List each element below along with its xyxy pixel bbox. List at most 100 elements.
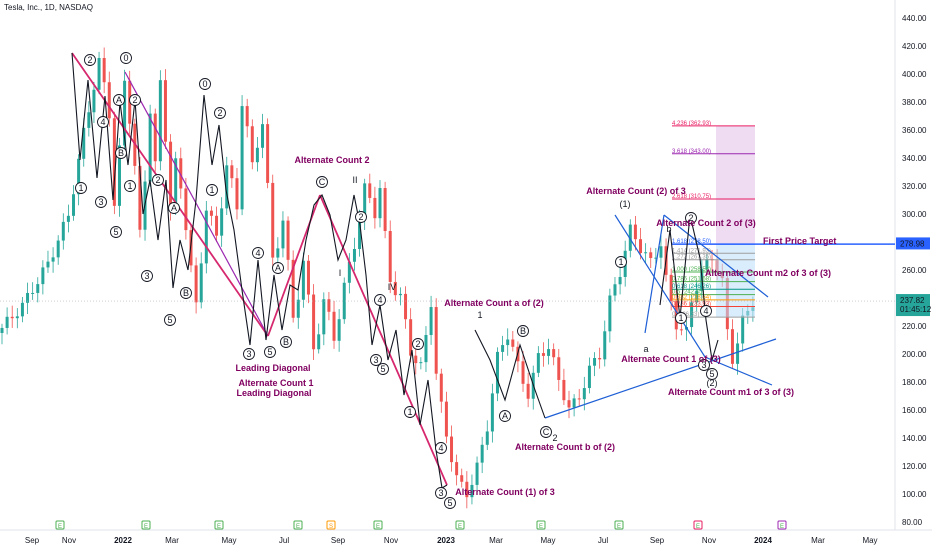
event-marker <box>693 520 703 530</box>
wave-annotation: Alternate Count a of (2) <box>444 298 544 308</box>
candle-body <box>332 311 336 341</box>
wave-label-circle <box>152 174 164 186</box>
candle-body <box>266 124 270 183</box>
candle-body <box>480 444 484 463</box>
wave-label-circle <box>110 226 122 238</box>
candle-body <box>276 248 280 258</box>
wave-label-circle <box>243 348 255 360</box>
wave-label-circle <box>113 94 125 106</box>
candle-body <box>250 126 254 163</box>
candle-body <box>378 188 382 219</box>
candle-body <box>414 355 418 364</box>
candle-body <box>511 339 515 347</box>
wave-label-circle <box>499 410 511 422</box>
event-marker <box>373 520 383 530</box>
candle-body <box>153 113 157 162</box>
event-marker <box>536 520 546 530</box>
candle-body <box>450 436 454 463</box>
wave-annotation: Leading Diagonal <box>236 388 311 398</box>
candle-body <box>194 265 198 303</box>
trendline-4 <box>319 194 448 486</box>
wave-label: 3 <box>438 488 443 498</box>
candle-body <box>654 257 658 259</box>
time-tick-label: Jul <box>279 536 289 545</box>
time-tick-label: Mar <box>165 536 179 545</box>
candle-body <box>434 307 438 374</box>
candle-body <box>312 294 316 350</box>
candle-body <box>0 327 4 333</box>
wave-label-circle <box>206 184 218 196</box>
wave-label: 1 <box>618 257 623 267</box>
candle-body <box>649 252 653 259</box>
candle-body <box>679 329 683 331</box>
trendline-2 <box>124 71 269 337</box>
candle-body <box>5 316 9 328</box>
candle-body <box>404 293 408 320</box>
price-tick-label: 180.00 <box>902 378 927 387</box>
wave-label-circle <box>615 256 627 268</box>
channel-c <box>663 214 769 298</box>
wave-label-circle <box>706 368 718 380</box>
candle-body <box>552 349 556 358</box>
candle-body <box>306 260 310 295</box>
candle-body <box>271 182 275 258</box>
wave-label: 5 <box>167 315 172 325</box>
wave-label: A <box>275 263 281 273</box>
time-tick-label: 2022 <box>114 536 132 545</box>
candle-body <box>337 319 341 341</box>
candle-body <box>506 339 510 346</box>
wave-path-1 <box>71 52 448 489</box>
candle-body <box>618 276 622 285</box>
wave-label: 2 <box>415 339 420 349</box>
wave-annotation: Alternate Count 1 <box>238 378 313 388</box>
candle-body <box>659 246 663 258</box>
wave-label-circle <box>444 497 456 509</box>
fib-level-label: 1.272 (267.35) <box>672 255 711 261</box>
candle-body <box>501 345 505 352</box>
wave-label: 5 <box>113 227 118 237</box>
wave-label: 3 <box>98 197 103 207</box>
candle-body <box>490 393 494 432</box>
candle-body <box>460 475 464 482</box>
price-tick-label: 80.00 <box>902 518 923 527</box>
candle-body <box>148 113 152 182</box>
candle-body <box>368 183 372 198</box>
time-tick-label: Sep <box>331 536 346 545</box>
candle-body <box>475 462 479 485</box>
price-tick-label: 420.00 <box>902 42 927 51</box>
chart-title: Tesla, Inc., 1D, NASDAQ <box>4 3 93 12</box>
wave-label: 4 <box>377 295 382 305</box>
candle-body <box>36 284 40 293</box>
candle-body <box>577 398 581 400</box>
event-marker-label: E <box>296 524 300 530</box>
time-tick-label: May <box>221 536 236 545</box>
price-tick-label: 120.00 <box>902 462 927 471</box>
event-marker-label: E <box>144 524 148 530</box>
wave-label-circle <box>115 147 127 159</box>
candle-body <box>61 221 65 241</box>
candle-body <box>235 178 239 210</box>
wave-label-circle <box>698 359 710 371</box>
candle-body <box>470 484 474 498</box>
fib-level-label: 4.236 (362.93) <box>672 121 711 127</box>
candle-body <box>424 334 428 363</box>
fib-level-label: 1.618 (278.50) <box>672 239 711 245</box>
wave-label: B <box>283 337 289 347</box>
price-tick-label: 260.00 <box>902 266 927 275</box>
wave-label-circle <box>199 78 211 90</box>
candle-body <box>163 80 167 142</box>
wave-annotation: First Price Target <box>763 236 836 246</box>
wave-annotation: Alternate Count m1 of 3 of (3) <box>668 387 794 397</box>
wave-label: B <box>118 148 124 158</box>
wave-path-2 <box>474 329 546 419</box>
time-tick-label: Jul <box>598 536 608 545</box>
wave-label: 2 <box>217 108 222 118</box>
candle-body <box>639 239 643 254</box>
price-tick-label: 220.00 <box>902 322 927 331</box>
candle-body <box>286 220 290 260</box>
candle-body <box>419 362 423 364</box>
candle-body <box>301 260 305 300</box>
event-marker-label: E <box>217 524 221 530</box>
candle-body <box>66 215 70 222</box>
